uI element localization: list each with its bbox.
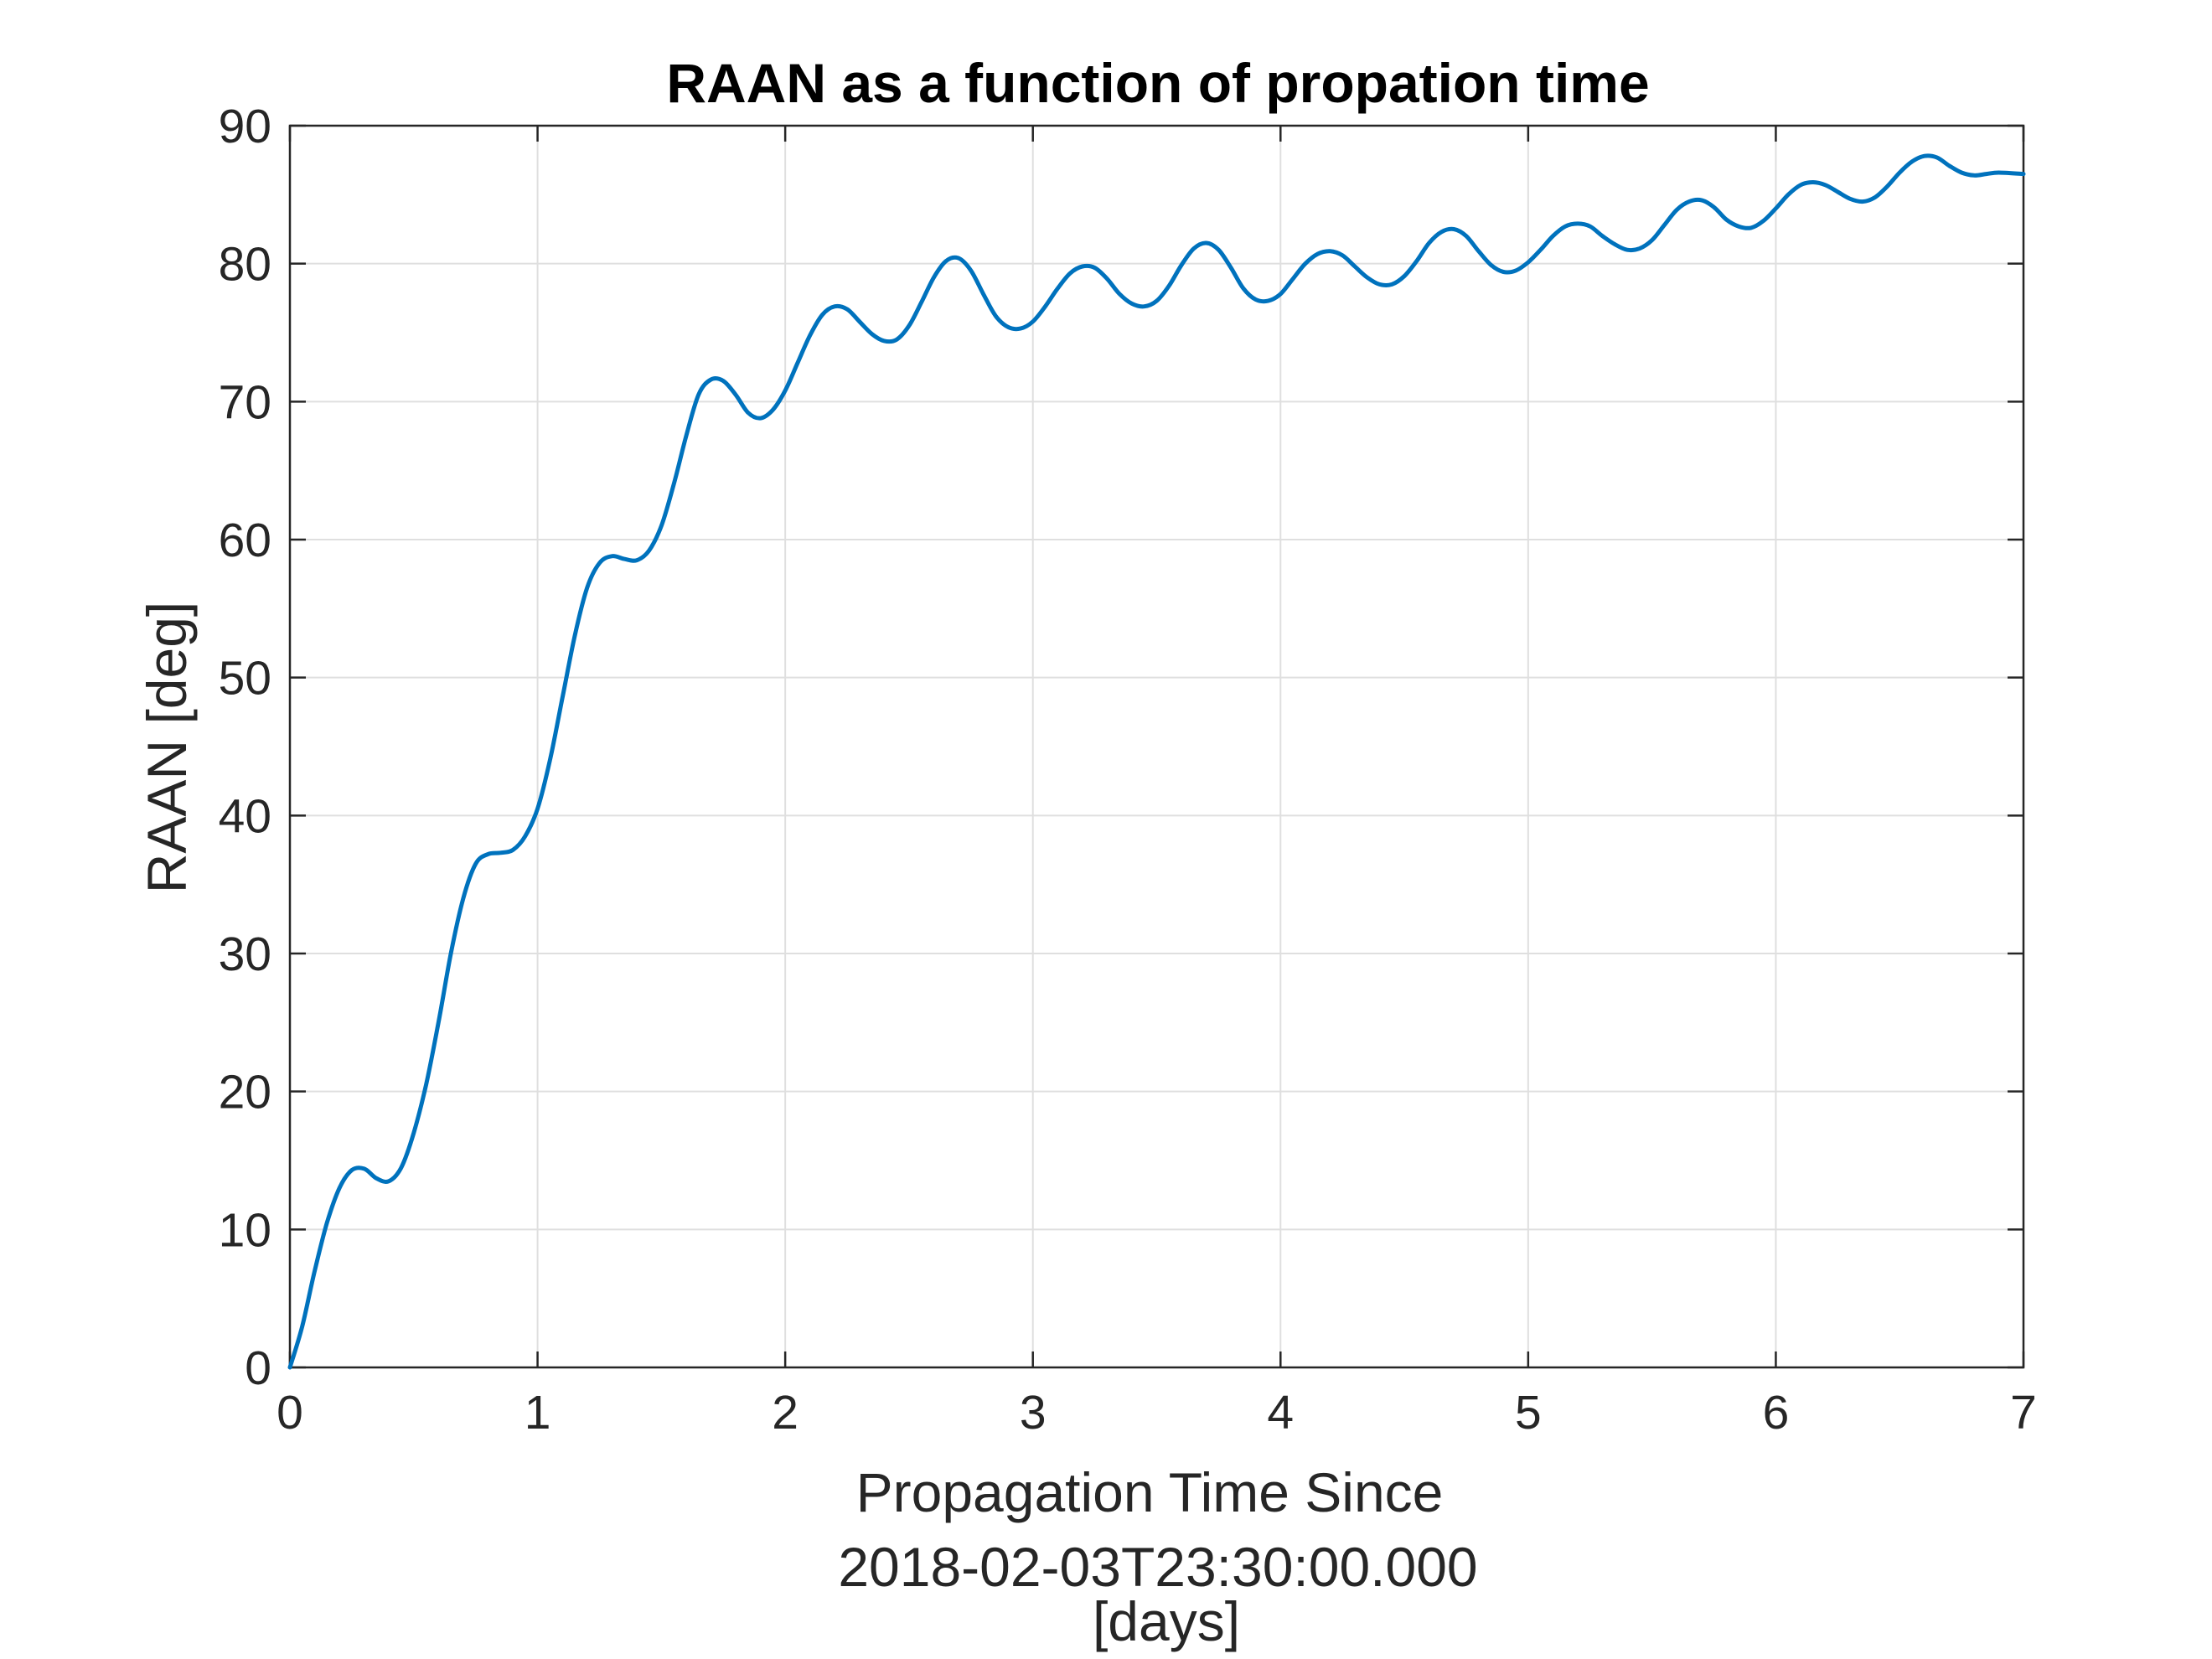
x-axis-label-line-1: Propagation Time Since	[856, 1461, 1444, 1523]
x-tick-label: 4	[1267, 1386, 1294, 1439]
x-tick-label: 2	[772, 1386, 798, 1439]
y-tick-labels: 0 10 20 30 40 50 60 70 80 90	[219, 100, 271, 1395]
y-tick-label: 60	[219, 514, 271, 567]
y-axis-label: RAAN [deg]	[136, 602, 198, 894]
x-axis-label-line-3: [days]	[1093, 1590, 1240, 1652]
y-tick-label: 40	[219, 789, 271, 843]
y-tick-label: 90	[219, 100, 271, 153]
raan-series-line	[287, 153, 2026, 1370]
y-tick-label: 20	[219, 1066, 271, 1119]
y-tick-label: 80	[219, 238, 271, 292]
x-tick-label: 3	[1020, 1386, 1047, 1439]
y-tick-label: 30	[219, 928, 271, 981]
y-tick-label: 70	[219, 375, 271, 429]
axis-ticks	[288, 124, 2025, 1369]
x-tick-label: 1	[525, 1386, 551, 1439]
x-axis-label-line-2: 2018-02-03T23:30:00.000	[838, 1536, 1477, 1598]
y-tick-label: 10	[219, 1203, 271, 1257]
grid-lines	[290, 126, 2023, 1367]
x-tick-labels: 0 1 2 3 4 5 6 7	[276, 1386, 2037, 1439]
chart-title: RAAN as a function of propation time	[666, 52, 1649, 114]
plot-frame	[288, 124, 2025, 1369]
x-tick-label: 0	[276, 1386, 303, 1439]
y-tick-label: 0	[245, 1341, 271, 1395]
x-tick-label: 7	[2010, 1386, 2037, 1439]
x-tick-label: 6	[1763, 1386, 1790, 1439]
y-tick-label: 50	[219, 652, 271, 705]
x-tick-label: 5	[1515, 1386, 1542, 1439]
series-layer	[287, 153, 2026, 1370]
